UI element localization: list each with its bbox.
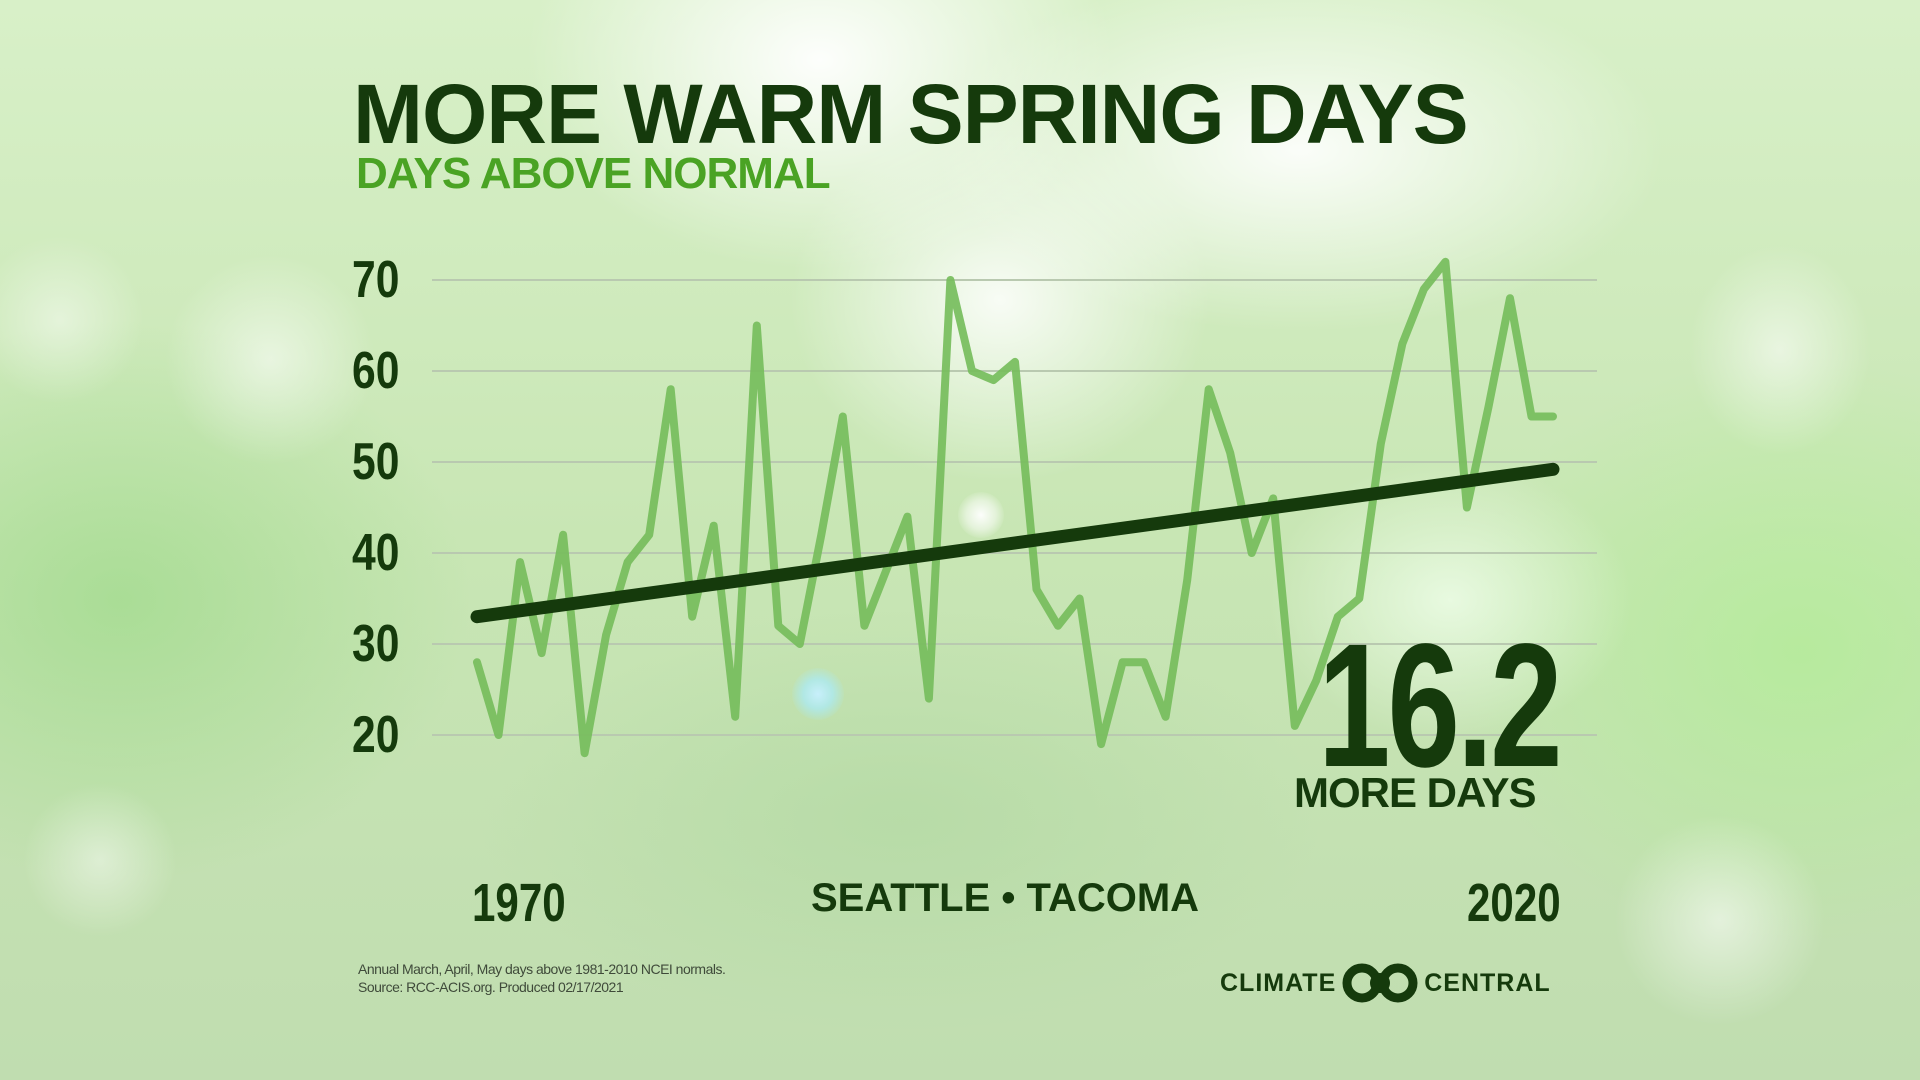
logo-text-right: CENTRAL <box>1424 968 1551 997</box>
y-tick-label: 50 <box>352 433 400 491</box>
location-label: SEATTLE • TACOMA <box>811 876 1200 920</box>
lens-flare <box>958 492 1004 538</box>
climate-central-rings-icon <box>1342 963 1418 1003</box>
chart-title: MORE WARM SPRING DAYS <box>353 67 1469 161</box>
y-tick-label: 60 <box>352 342 400 400</box>
footnote-line-1: Annual March, April, May days above 1981… <box>358 961 726 977</box>
x-end-label: 2020 <box>1467 873 1561 933</box>
chart-subtitle: DAYS ABOVE NORMAL <box>356 149 831 198</box>
y-tick-label: 20 <box>352 706 400 764</box>
source-footnote: Annual March, April, May days above 1981… <box>358 960 726 996</box>
callout-value: 16.2 <box>1318 608 1563 804</box>
y-tick-label: 30 <box>352 615 400 673</box>
x-start-label: 1970 <box>472 873 566 933</box>
climate-central-logo: CLIMATE CENTRAL <box>1220 963 1551 1003</box>
trend-line <box>470 462 1560 624</box>
y-tick-label: 40 <box>352 524 400 582</box>
logo-text-left: CLIMATE <box>1220 968 1337 997</box>
footnote-line-2: Source: RCC-ACIS.org. Produced 02/17/202… <box>358 979 624 995</box>
lens-flare <box>792 668 844 720</box>
y-tick-label: 70 <box>352 251 400 309</box>
callout-label: MORE DAYS <box>1294 769 1537 816</box>
